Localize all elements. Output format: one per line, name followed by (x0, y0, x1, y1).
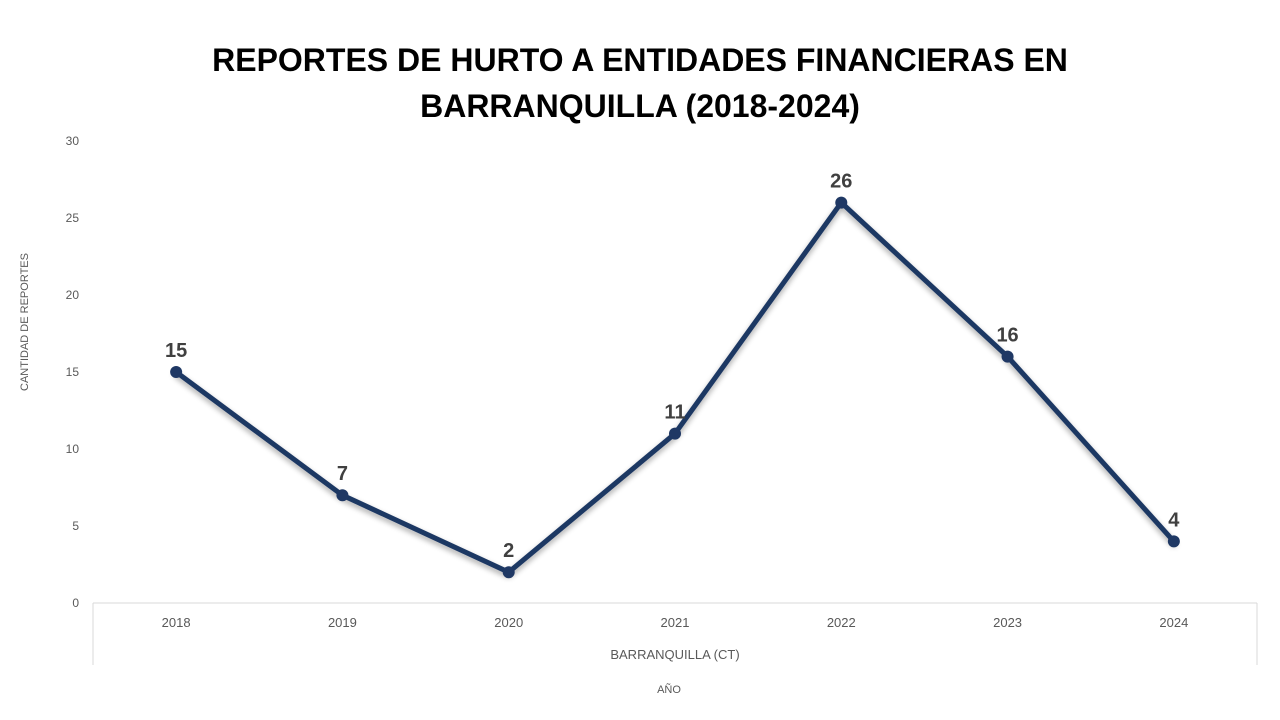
chart-title-line-2: BARRANQUILLA (2018-2024) (420, 88, 860, 124)
series-line (173, 200, 1177, 575)
data-label: 11 (664, 402, 685, 424)
y-tick-label: 25 (66, 211, 80, 225)
x-axis-group-label: BARRANQUILLA (CT) (610, 647, 739, 662)
y-axis-ticks: 0 5 10 15 20 25 30 (66, 134, 80, 610)
x-tick-label: 2020 (494, 615, 523, 630)
data-label: 7 (337, 463, 348, 485)
data-point (170, 366, 183, 378)
x-axis-ticks: 2018 2019 2020 2021 2022 2023 2024 (162, 615, 1189, 630)
series-layer (170, 196, 1180, 579)
y-axis-title: CANTIDAD DE REPORTES (19, 253, 31, 391)
data-label: 26 (830, 171, 852, 193)
data-point (669, 427, 681, 440)
x-axis-title: AÑO (657, 683, 681, 696)
data-label: 15 (165, 340, 187, 362)
chart-title: REPORTES DE HURTO A ENTIDADES FINANCIERA… (212, 42, 1068, 124)
data-point (1001, 350, 1014, 363)
data-point (1167, 535, 1180, 548)
x-tick-label: 2022 (827, 615, 856, 630)
x-axis-frame (92, 602, 1258, 665)
data-label: 16 (996, 325, 1018, 347)
chart-title-line-1: REPORTES DE HURTO A ENTIDADES FINANCIERA… (212, 42, 1068, 78)
x-tick-label: 2024 (1159, 615, 1188, 630)
data-point (502, 566, 515, 579)
data-labels-layer: 15 7 2 11 26 16 4 (165, 171, 1180, 563)
x-tick-label: 2019 (328, 615, 357, 630)
x-tick-label: 2018 (162, 615, 191, 630)
data-point (336, 489, 349, 502)
y-tick-label: 15 (66, 365, 80, 379)
data-point (835, 196, 848, 209)
y-tick-label: 0 (72, 596, 79, 610)
data-label: 4 (1168, 509, 1180, 531)
x-tick-label: 2023 (993, 615, 1022, 630)
y-tick-label: 5 (72, 519, 79, 533)
y-tick-label: 10 (66, 442, 80, 456)
y-tick-label: 20 (66, 288, 80, 302)
y-tick-label: 30 (66, 134, 80, 148)
data-label: 2 (503, 540, 514, 562)
x-tick-label: 2021 (661, 615, 690, 630)
